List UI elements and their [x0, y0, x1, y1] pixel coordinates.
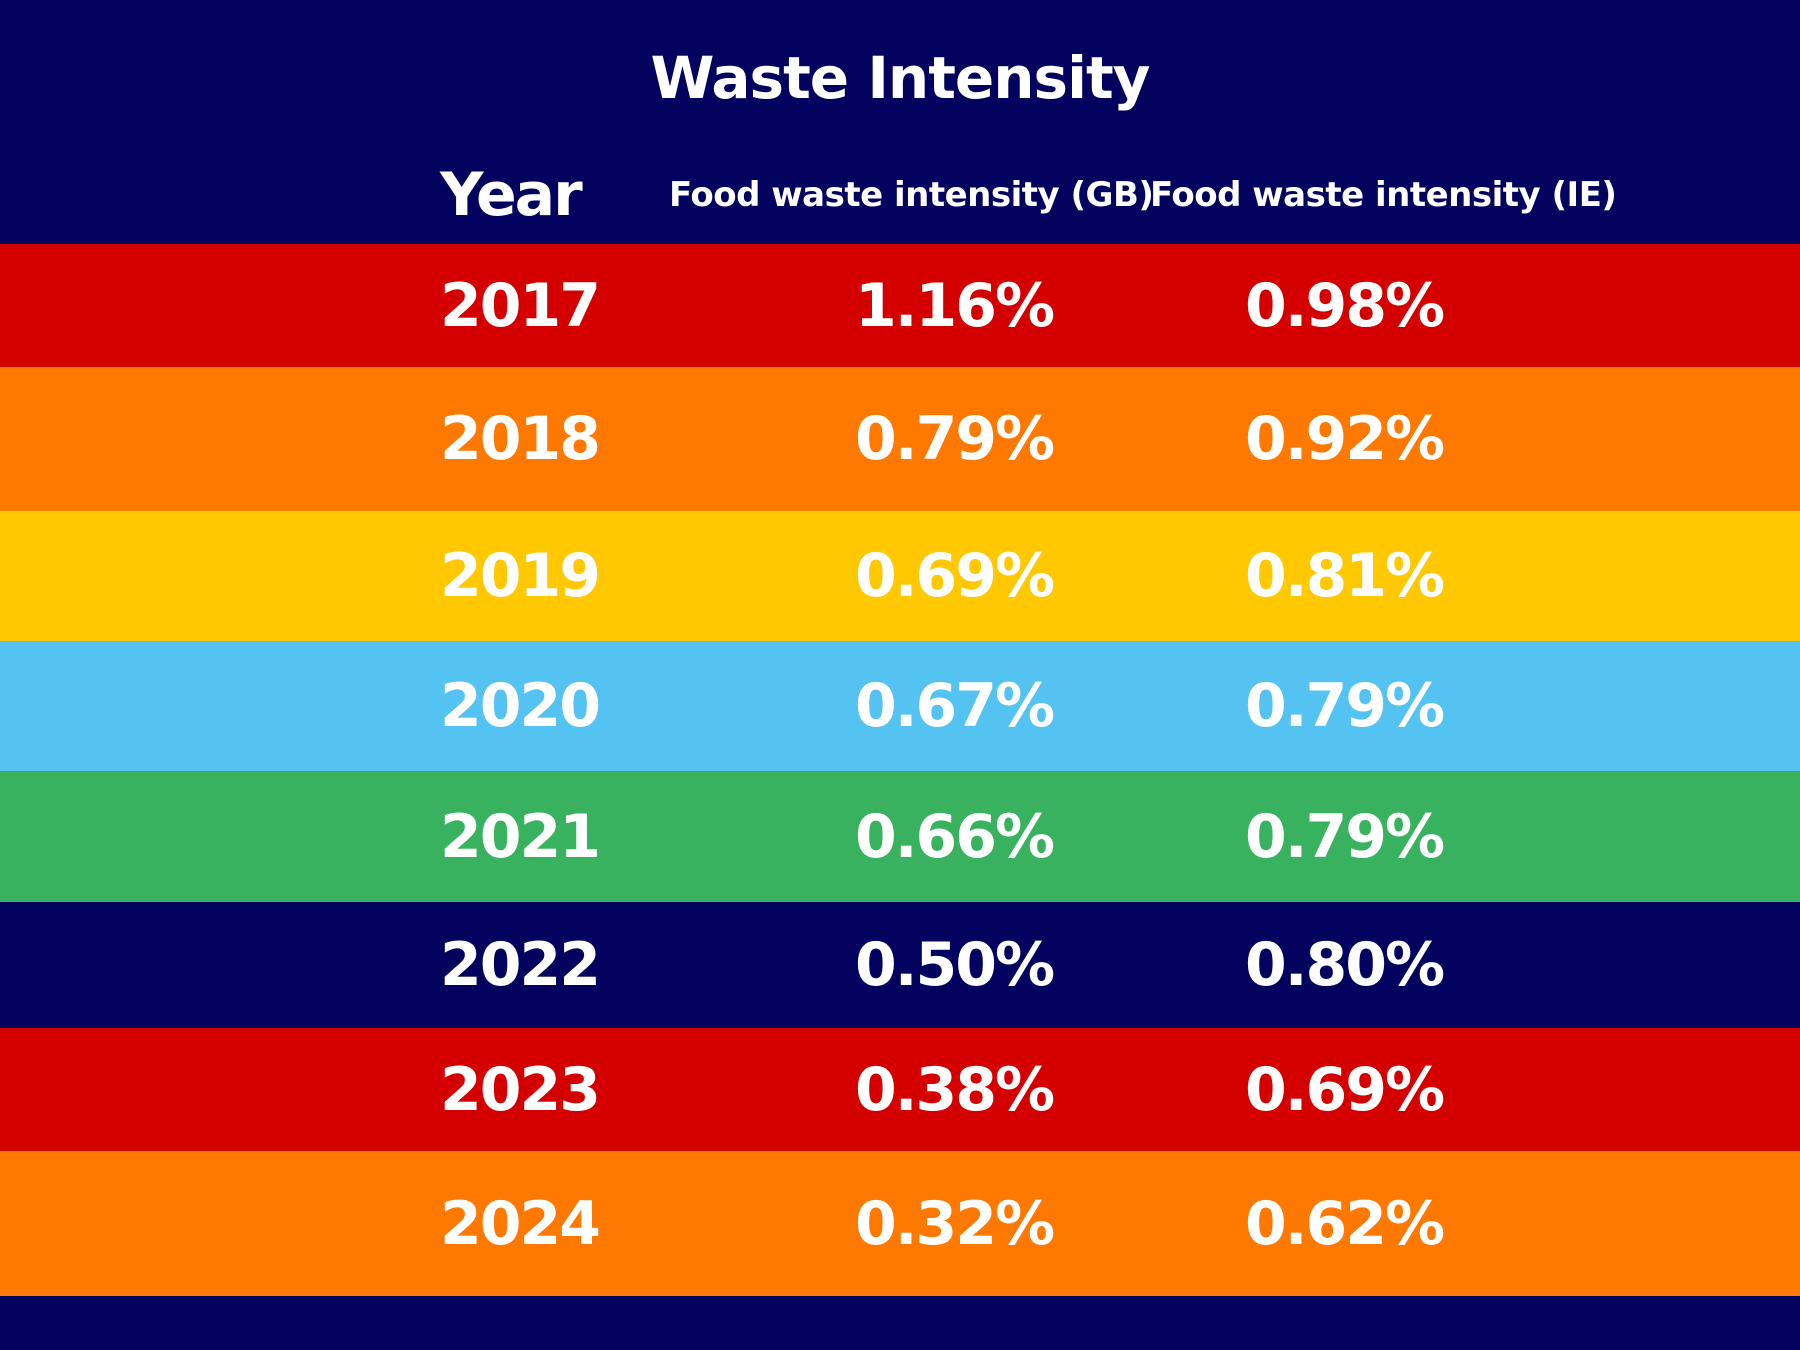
gb-value-cell: 0.32%: [855, 1188, 1055, 1259]
ie-value-cell: 0.98%: [1245, 270, 1445, 341]
ie-value-cell: 0.81%: [1245, 541, 1445, 611]
gb-value-cell: 0.38%: [855, 1054, 1055, 1125]
gb-value-cell: 1.16%: [855, 270, 1055, 341]
year-cell: 2017: [440, 270, 601, 341]
header-year: Year: [440, 160, 583, 230]
year-cell: 2024: [440, 1188, 601, 1259]
table-header: Year Food waste intensity (GB) Food wast…: [0, 150, 1800, 240]
table-row: 2024 0.32% 0.62%: [0, 1151, 1800, 1296]
ie-value-cell: 0.69%: [1245, 1054, 1445, 1125]
table-row: 2020 0.67% 0.79%: [0, 641, 1800, 771]
gb-value-cell: 0.67%: [855, 671, 1055, 741]
chart-title: Waste Intensity: [650, 44, 1151, 112]
year-cell: 2023: [440, 1054, 601, 1125]
header-gb: Food waste intensity (GB): [669, 175, 1154, 215]
table-row: 2019 0.69% 0.81%: [0, 511, 1800, 641]
ie-value-cell: 0.92%: [1245, 404, 1445, 474]
year-cell: 2019: [440, 541, 601, 611]
ie-value-cell: 0.62%: [1245, 1188, 1445, 1259]
year-cell: 2021: [440, 801, 601, 872]
table-row: 2023 0.38% 0.69%: [0, 1028, 1800, 1151]
ie-value-cell: 0.79%: [1245, 801, 1445, 872]
header-ie: Food waste intensity (IE): [1150, 175, 1617, 215]
gb-value-cell: 0.79%: [855, 404, 1055, 474]
year-cell: 2020: [440, 671, 601, 741]
gb-value-cell: 0.50%: [855, 930, 1055, 1000]
table-row: 2021 0.66% 0.79%: [0, 771, 1800, 902]
year-cell: 2018: [440, 404, 601, 474]
table-row: 2022 0.50% 0.80%: [0, 902, 1800, 1028]
table-row: 2017 1.16% 0.98%: [0, 244, 1800, 367]
gb-value-cell: 0.69%: [855, 541, 1055, 611]
gb-value-cell: 0.66%: [855, 801, 1055, 872]
ie-value-cell: 0.80%: [1245, 930, 1445, 1000]
year-cell: 2022: [440, 930, 601, 1000]
ie-value-cell: 0.79%: [1245, 671, 1445, 741]
table-row: 2018 0.79% 0.92%: [0, 367, 1800, 511]
